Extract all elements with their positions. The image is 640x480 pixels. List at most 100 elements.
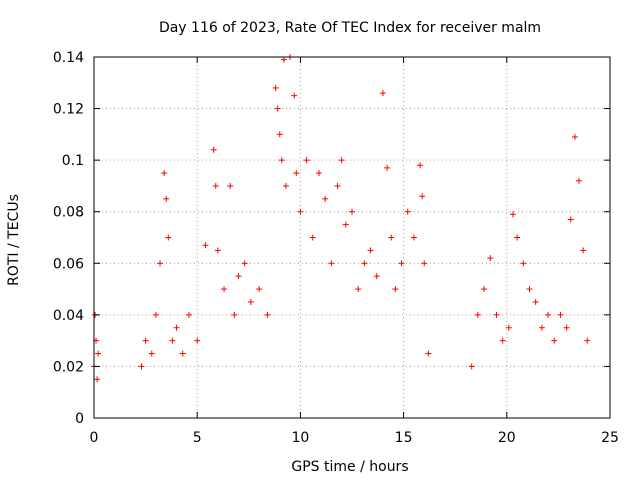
data-point <box>580 247 587 254</box>
y-tick-label: 0 <box>75 411 84 427</box>
data-point <box>584 337 591 344</box>
data-point <box>417 162 424 169</box>
data-point <box>576 177 583 184</box>
data-point <box>179 350 186 357</box>
data-point <box>421 260 428 267</box>
data-point <box>338 157 345 164</box>
data-point <box>231 311 238 318</box>
data-point <box>388 234 395 241</box>
data-point <box>264 311 271 318</box>
data-point <box>355 286 362 293</box>
data-point <box>520 260 527 267</box>
x-tick-label: 15 <box>395 430 413 446</box>
data-point <box>169 337 176 344</box>
data-point <box>142 337 149 344</box>
data-point <box>557 311 564 318</box>
data-point <box>468 363 475 370</box>
x-tick-label: 20 <box>498 430 516 446</box>
data-point <box>309 234 316 241</box>
x-tick-label: 5 <box>193 430 202 446</box>
y-tick-label: 0.1 <box>62 153 84 169</box>
data-point <box>410 234 417 241</box>
y-tick-label: 0.02 <box>53 359 84 375</box>
data-point <box>280 56 287 63</box>
y-tick-label: 0.04 <box>53 308 84 324</box>
data-point <box>532 298 539 305</box>
chart-title: Day 116 of 2023, Rate Of TEC Index for r… <box>159 20 541 36</box>
plot-frame <box>93 56 611 419</box>
data-point <box>509 211 516 218</box>
data-point <box>212 182 219 189</box>
data-point <box>384 164 391 171</box>
data-point <box>373 273 380 280</box>
data-point <box>272 84 279 91</box>
data-point <box>210 146 217 153</box>
data-point <box>276 131 283 138</box>
data-point <box>278 157 285 164</box>
data-point <box>334 182 341 189</box>
data-point <box>499 337 506 344</box>
data-point <box>297 208 304 215</box>
data-point <box>538 324 545 331</box>
data-point <box>563 324 570 331</box>
data-point <box>392 286 399 293</box>
data-point <box>303 157 310 164</box>
data-point <box>571 133 578 140</box>
y-tick-label: 0.06 <box>53 256 84 272</box>
data-point <box>367 247 374 254</box>
data-point <box>95 350 102 357</box>
data-point <box>322 195 329 202</box>
data-point <box>138 363 145 370</box>
data-point <box>247 298 254 305</box>
data-point <box>398 260 405 267</box>
data-point <box>526 286 533 293</box>
data-point <box>425 350 432 357</box>
data-point <box>505 324 512 331</box>
data-point <box>185 311 192 318</box>
data-point <box>567 216 574 223</box>
data-point <box>163 195 170 202</box>
x-tick-label: 25 <box>601 430 619 446</box>
data-point <box>148 350 155 357</box>
x-axis-label: GPS time / hours <box>291 459 408 475</box>
points-layer <box>91 54 591 383</box>
data-point <box>291 92 298 99</box>
data-point <box>419 193 426 200</box>
data-point <box>214 247 221 254</box>
y-tick-label: 0.08 <box>53 205 84 221</box>
data-point <box>282 182 289 189</box>
data-point <box>202 242 209 249</box>
data-point <box>94 376 101 383</box>
data-point <box>349 208 355 215</box>
data-point <box>487 255 494 262</box>
data-point <box>545 311 552 318</box>
x-tick-label: 0 <box>90 430 99 446</box>
data-point <box>293 170 300 177</box>
data-point <box>241 260 248 267</box>
data-point <box>173 324 180 331</box>
data-point <box>474 311 481 318</box>
data-point <box>194 337 201 344</box>
y-axis-label: ROTI / TECUs <box>6 194 22 286</box>
axes-layer: 0 5 10 15 20 25 0 0.02 0.04 0.06 0.08 0.1 0.12 0.14 <box>53 50 619 446</box>
data-point <box>342 221 349 228</box>
data-point <box>161 170 168 177</box>
data-point <box>165 234 172 241</box>
x-tick-label: 10 <box>291 430 309 446</box>
grid-layer <box>94 57 610 418</box>
data-point <box>235 273 242 280</box>
data-point <box>493 311 500 318</box>
data-point <box>404 208 411 215</box>
data-point <box>256 286 263 293</box>
data-point <box>274 105 281 112</box>
data-point <box>361 260 368 267</box>
data-point <box>481 286 488 293</box>
data-point <box>315 170 322 177</box>
data-point <box>227 182 234 189</box>
data-point <box>379 90 386 97</box>
data-point <box>514 234 521 241</box>
data-point <box>221 286 228 293</box>
y-tick-label: 0.14 <box>53 50 84 66</box>
